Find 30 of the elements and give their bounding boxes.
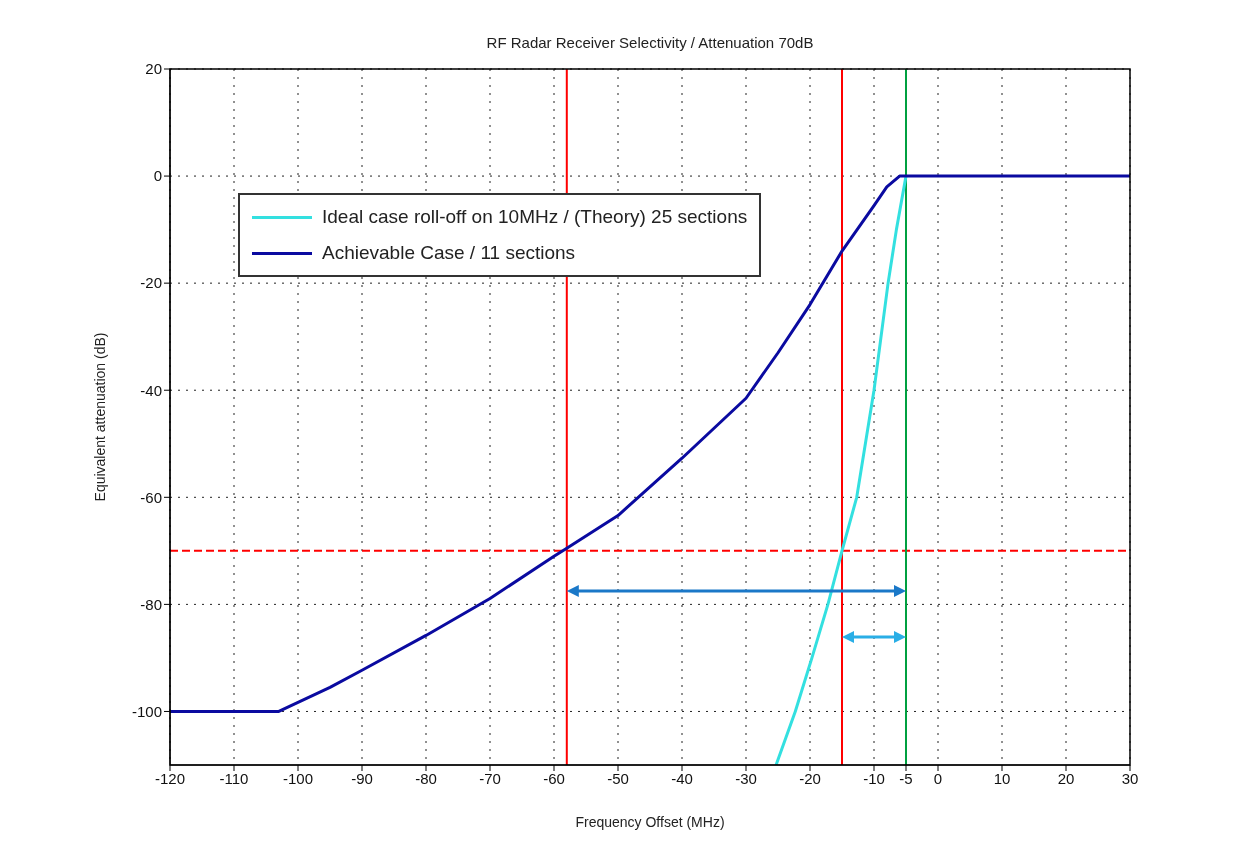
legend-label: Achievable Case / 11 sections [322,241,576,265]
x-tick-label: 20 [1057,769,1075,787]
x-tick-label: -90 [351,769,373,787]
x-tick-label: -80 [415,769,437,787]
y-tick-label: -40 [140,381,162,399]
x-tick-label: 10 [993,769,1011,787]
y-tick-label: 20 [145,60,162,78]
legend-label: Ideal case roll-off on 10MHz / (Theory) 25 sections [322,205,748,229]
chart-title: RF Radar Receiver Selectivity / Attenuation 70dB [485,34,815,51]
x-tick-label: -110 [219,769,249,787]
x-tick-label: 0 [933,769,943,787]
y-tick-label: -80 [140,595,162,613]
y-axis-title: Equivalent attenuation (dB) [91,332,108,502]
y-tick-label: -100 [131,702,162,720]
y-tick-label: -20 [140,274,162,292]
x-axis-title: Frequency Offset (MHz) [575,814,725,830]
x-tick-label: 30 [1121,769,1139,787]
x-tick-label: -70 [479,769,501,787]
x-tick-label: -60 [543,769,565,787]
x-tick-label: -5 [899,769,913,787]
line-series [170,174,1130,713]
x-tick-label: -10 [863,769,885,787]
x-tick-label: -30 [735,769,757,787]
x-tick-label: -100 [282,769,314,787]
x-tick-label: -40 [671,769,693,787]
y-tick-label: -60 [140,488,162,506]
x-tick-label: -120 [154,769,186,787]
y-tick-label: 0 [153,167,162,185]
x-tick-label: -50 [607,769,629,787]
x-tick-label: -20 [799,769,821,787]
